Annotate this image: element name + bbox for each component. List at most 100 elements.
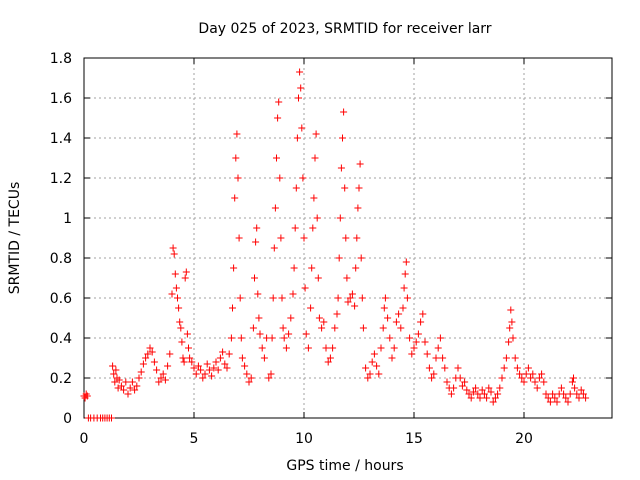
data-point	[307, 304, 315, 312]
data-point	[254, 290, 262, 298]
data-point	[274, 114, 282, 122]
data-point	[194, 362, 202, 370]
data-point	[395, 310, 403, 318]
data-point	[472, 384, 480, 392]
data-point	[210, 364, 218, 372]
data-point	[293, 134, 301, 142]
data-point	[285, 330, 293, 338]
data-point	[270, 244, 278, 252]
data-point	[314, 274, 322, 282]
y-tick-label: 1.4	[50, 131, 72, 147]
data-point	[295, 94, 302, 102]
data-point	[441, 364, 449, 372]
y-tick-label: 1.8	[50, 51, 72, 67]
data-point	[249, 324, 257, 332]
data-point	[342, 234, 350, 242]
data-point	[508, 318, 516, 326]
data-point	[566, 390, 574, 398]
data-point	[518, 374, 526, 382]
data-point	[478, 386, 486, 394]
data-point	[157, 374, 165, 382]
data-point	[120, 386, 128, 394]
data-point	[403, 294, 411, 302]
y-tick-label: 0.2	[50, 371, 72, 387]
data-point	[425, 364, 433, 372]
data-point	[241, 362, 249, 370]
data-point	[110, 370, 118, 378]
data-point	[485, 384, 493, 392]
data-point	[402, 258, 410, 266]
data-point	[489, 398, 497, 406]
data-point	[155, 378, 163, 386]
data-point	[483, 394, 491, 402]
data-point	[278, 294, 286, 302]
x-tick-label: 10	[295, 431, 313, 447]
data-point	[335, 254, 343, 262]
data-point	[148, 348, 156, 356]
data-point	[423, 350, 431, 358]
data-point	[356, 160, 364, 168]
data-point	[507, 306, 515, 314]
data-point	[238, 354, 246, 362]
data-point	[253, 224, 261, 232]
data-point	[579, 390, 587, 398]
data-point	[531, 378, 539, 386]
y-axis-label: SRMTID / TECUs	[7, 182, 23, 295]
data-point	[506, 324, 514, 332]
data-point	[256, 330, 264, 338]
data-point	[146, 344, 154, 352]
data-point	[428, 374, 436, 382]
data-point	[236, 294, 244, 302]
data-point	[275, 98, 283, 106]
data-point	[169, 244, 177, 252]
data-point	[176, 318, 184, 326]
data-point	[412, 338, 420, 346]
data-point	[192, 370, 200, 378]
data-point	[177, 324, 185, 332]
data-point	[268, 334, 276, 342]
data-point	[245, 378, 253, 386]
data-point	[354, 204, 362, 212]
data-point	[351, 302, 359, 310]
data-point	[362, 364, 370, 372]
y-tick-label: 0.8	[50, 251, 72, 267]
data-point	[386, 334, 394, 342]
data-point	[219, 348, 227, 356]
data-point	[297, 84, 305, 92]
data-point	[296, 68, 304, 76]
data-point	[467, 394, 475, 402]
data-point	[463, 386, 471, 394]
data-point	[564, 398, 572, 406]
data-point	[108, 414, 115, 422]
data-point	[355, 184, 363, 192]
data-point	[258, 344, 266, 352]
data-point	[520, 378, 528, 386]
data-point	[126, 384, 134, 392]
data-point	[388, 354, 396, 362]
data-point	[142, 354, 150, 362]
chart-title: Day 025 of 2023, SRMTID for receiver lar…	[198, 21, 491, 37]
data-point	[430, 370, 438, 378]
data-point	[513, 364, 521, 372]
data-point	[122, 378, 130, 386]
data-point	[577, 386, 585, 394]
data-point	[348, 290, 356, 298]
data-point	[109, 362, 117, 370]
data-point	[476, 394, 484, 402]
data-point	[551, 394, 559, 402]
data-point	[419, 310, 427, 318]
data-point	[414, 330, 422, 338]
x-tick-label: 5	[190, 431, 199, 447]
data-point	[406, 334, 414, 342]
data-point	[247, 374, 255, 382]
data-point	[237, 334, 245, 342]
data-point	[243, 370, 251, 378]
data-point	[439, 354, 447, 362]
data-point	[233, 130, 241, 138]
data-point	[255, 314, 263, 322]
data-point	[573, 390, 581, 398]
data-point	[234, 174, 242, 182]
data-point	[527, 374, 535, 382]
data-point	[368, 358, 376, 366]
data-point	[205, 366, 213, 374]
